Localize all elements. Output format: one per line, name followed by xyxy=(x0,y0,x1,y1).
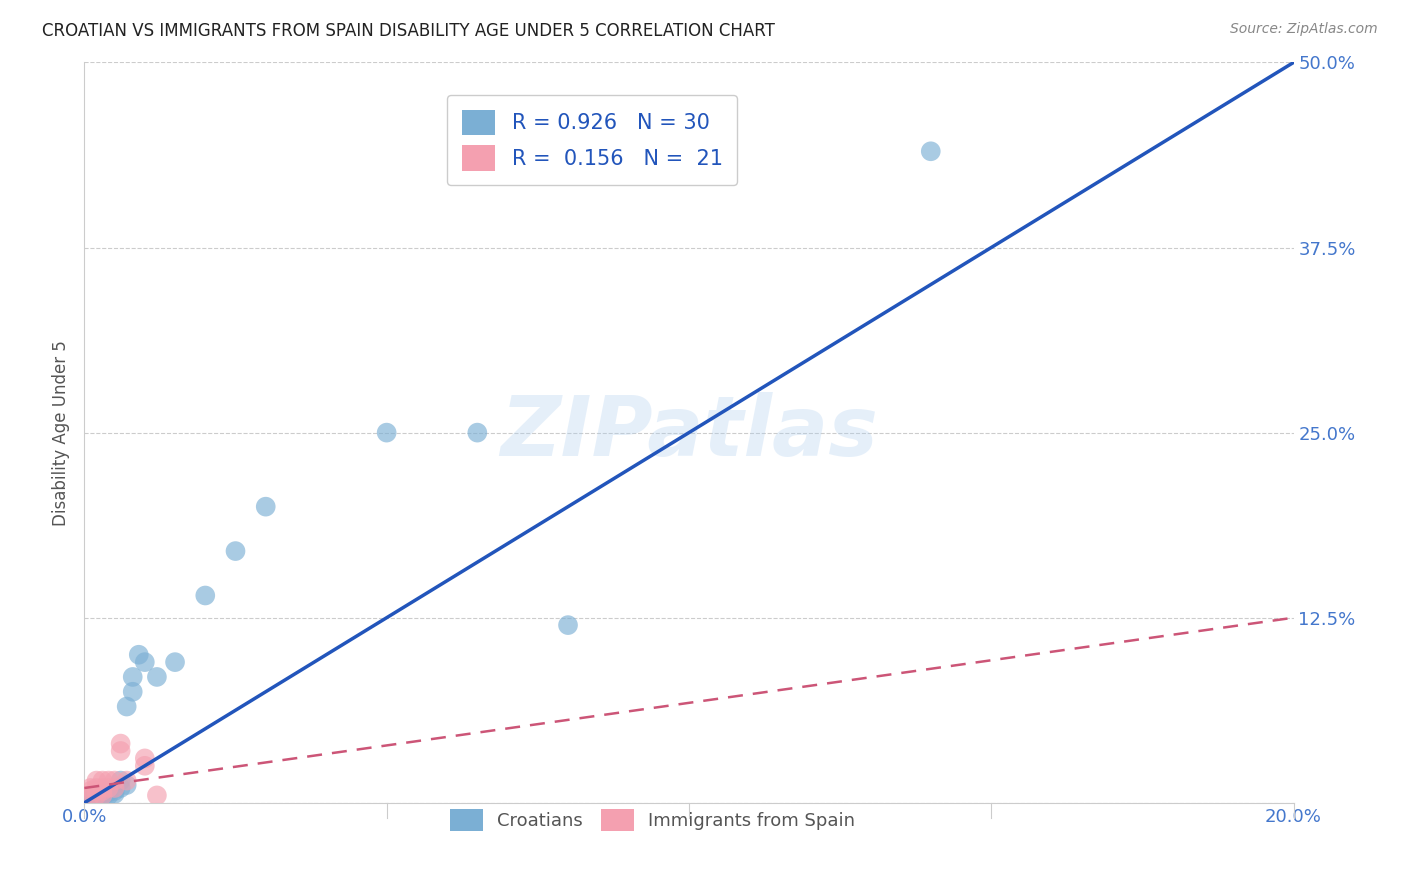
Text: ZIPatlas: ZIPatlas xyxy=(501,392,877,473)
Point xyxy=(115,699,138,714)
Point xyxy=(146,789,169,803)
Point xyxy=(121,685,143,699)
Legend: Croatians, Immigrants from Spain: Croatians, Immigrants from Spain xyxy=(443,802,862,838)
Point xyxy=(97,780,120,795)
Point xyxy=(121,670,143,684)
Point xyxy=(134,655,156,669)
Point xyxy=(86,789,108,804)
Text: Source: ZipAtlas.com: Source: ZipAtlas.com xyxy=(1230,22,1378,37)
Point xyxy=(254,500,277,514)
Point xyxy=(79,791,101,805)
Point xyxy=(86,791,108,805)
Point xyxy=(86,773,108,788)
Point xyxy=(86,789,108,803)
Point xyxy=(467,425,489,440)
Point xyxy=(146,670,169,684)
Point xyxy=(86,780,108,795)
Point xyxy=(375,425,398,440)
Point xyxy=(134,751,156,765)
Point xyxy=(97,789,120,803)
Point xyxy=(91,784,114,798)
Point xyxy=(79,780,101,795)
Point xyxy=(79,789,101,803)
Point xyxy=(225,544,247,558)
Point xyxy=(165,655,187,669)
Point xyxy=(104,780,127,795)
Point xyxy=(110,780,132,795)
Point xyxy=(115,778,138,792)
Point xyxy=(115,773,138,788)
Point xyxy=(97,773,120,788)
Point xyxy=(97,784,120,798)
Point xyxy=(557,618,579,632)
Point xyxy=(91,780,114,795)
Point xyxy=(110,737,132,751)
Y-axis label: Disability Age Under 5: Disability Age Under 5 xyxy=(52,340,70,525)
Point xyxy=(79,784,101,798)
Point xyxy=(128,648,150,662)
Point xyxy=(91,789,114,803)
Point xyxy=(104,787,127,801)
Point xyxy=(110,773,132,788)
Point xyxy=(91,789,114,803)
Point xyxy=(134,758,156,772)
Point xyxy=(86,789,108,803)
Text: CROATIAN VS IMMIGRANTS FROM SPAIN DISABILITY AGE UNDER 5 CORRELATION CHART: CROATIAN VS IMMIGRANTS FROM SPAIN DISABI… xyxy=(42,22,775,40)
Point xyxy=(104,784,127,798)
Point xyxy=(79,793,101,807)
Point xyxy=(91,773,114,788)
Point xyxy=(920,145,942,159)
Point xyxy=(91,787,114,801)
Point xyxy=(91,789,114,804)
Point xyxy=(194,589,217,603)
Point xyxy=(97,785,120,799)
Point xyxy=(86,784,108,798)
Point xyxy=(104,773,127,788)
Point xyxy=(110,744,132,758)
